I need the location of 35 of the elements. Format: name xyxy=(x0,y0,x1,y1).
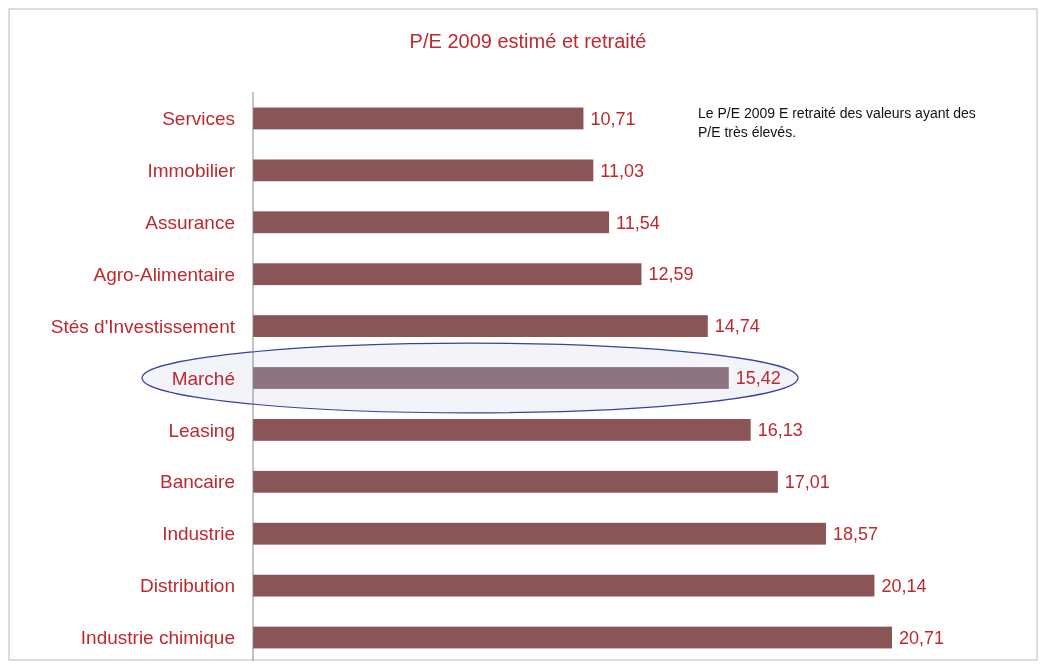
data-label: 11,03 xyxy=(600,160,645,181)
bar xyxy=(253,626,892,649)
y-tick-label: Stés d'Investissement xyxy=(50,315,236,337)
y-tick-label: Marché xyxy=(171,367,235,389)
bar xyxy=(253,522,826,545)
data-label: 10,71 xyxy=(590,108,636,129)
bar xyxy=(253,470,778,493)
y-tick-label: Industrie xyxy=(162,523,235,545)
chart-title: P/E 2009 estimé et retraité xyxy=(409,30,647,52)
bar xyxy=(253,107,584,130)
y-tick-label: Distribution xyxy=(139,575,235,597)
bar xyxy=(253,574,875,597)
data-label: 18,57 xyxy=(832,524,879,545)
data-label: 11,54 xyxy=(616,212,660,233)
y-tick-label: Assurance xyxy=(145,211,235,233)
bar xyxy=(253,211,610,234)
y-tick-label: Agro-Alimentaire xyxy=(93,263,235,285)
y-tick-label: Bancaire xyxy=(160,471,235,493)
y-tick-label: Immobilier xyxy=(147,160,236,182)
annotation: Le P/E 2009 E retraité des valeurs ayant des P/E très élevés. xyxy=(698,105,976,140)
data-label: 14,74 xyxy=(714,316,760,337)
data-label: 16,13 xyxy=(757,420,803,441)
y-tick-label: Industrie chimique xyxy=(80,627,235,649)
data-label: 20,71 xyxy=(899,627,945,648)
data-label: 15,42 xyxy=(735,368,781,389)
bar xyxy=(253,419,751,441)
bar xyxy=(253,367,729,389)
data-label: 12,59 xyxy=(648,264,694,285)
bar xyxy=(253,315,708,337)
data-label: 17,01 xyxy=(784,472,830,493)
y-tick-label: Services xyxy=(162,108,235,130)
data-label: 20,14 xyxy=(881,575,927,596)
y-tick-label: Leasing xyxy=(168,419,235,441)
bar xyxy=(253,159,594,182)
bar xyxy=(253,263,642,286)
